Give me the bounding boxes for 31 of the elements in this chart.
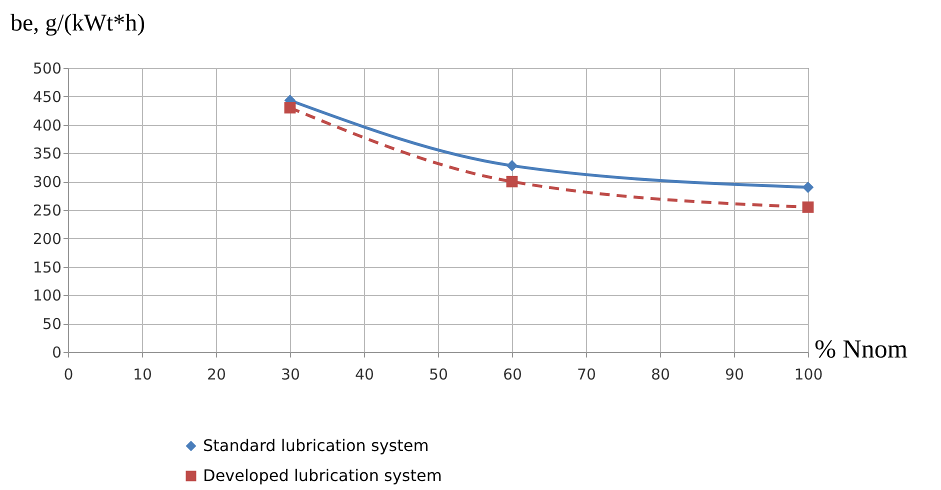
x-tick-label: 30 xyxy=(280,366,300,384)
x-tick-label: 40 xyxy=(354,366,374,384)
x-tick-label: 70 xyxy=(576,366,596,384)
y-tick-label: 350 xyxy=(32,144,62,163)
y-tick-label: 200 xyxy=(32,230,62,248)
point xyxy=(506,176,518,188)
x-tick-label: 80 xyxy=(650,366,670,384)
y-tick-label: 50 xyxy=(42,315,62,334)
point xyxy=(284,102,296,114)
point xyxy=(506,160,518,172)
y-tick-label: 100 xyxy=(32,286,62,305)
y-tick-label: 400 xyxy=(32,116,62,134)
x-tick-label: 0 xyxy=(64,366,74,384)
y-axis-title: be, g/(kWt*h) xyxy=(10,10,146,36)
legend-label: Standard lubrication system xyxy=(203,436,429,455)
x-tick-label: 10 xyxy=(132,366,152,384)
x-tick-label: 20 xyxy=(206,366,226,384)
y-tick-label: 0 xyxy=(52,344,62,362)
x-tick-label: 60 xyxy=(502,366,522,384)
x-tick-label: 90 xyxy=(724,366,744,384)
y-tick-label: 450 xyxy=(32,88,62,106)
point xyxy=(802,182,814,193)
x-tick-label: 100 xyxy=(794,366,823,384)
legend-label: Developed lubrication system xyxy=(203,466,442,485)
y-tick-label: 150 xyxy=(32,258,62,276)
x-axis-title: % Nnom xyxy=(814,334,908,364)
point xyxy=(802,201,814,213)
y-tick-label: 500 xyxy=(32,60,62,78)
y-tick-label: 300 xyxy=(32,173,62,192)
x-tick-label: 50 xyxy=(428,366,448,384)
y-tick-label: 250 xyxy=(32,202,62,220)
